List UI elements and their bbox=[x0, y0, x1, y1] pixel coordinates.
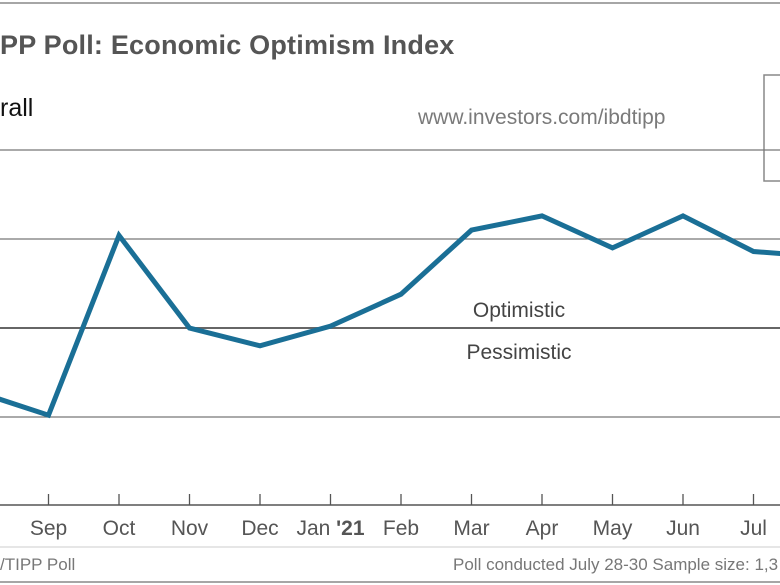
x-tick-label: Dec bbox=[241, 517, 278, 540]
x-tick-label: Jan '21 bbox=[296, 517, 364, 540]
pessimistic-label: Pessimistic bbox=[466, 341, 571, 364]
x-tick-label: Mar bbox=[453, 517, 489, 540]
x-tick-label: Sep bbox=[30, 517, 67, 540]
x-tick-label: Jun bbox=[666, 517, 700, 540]
legend-box bbox=[763, 74, 780, 182]
x-tick-label: Feb bbox=[383, 517, 419, 540]
chart-subtitle: rall bbox=[0, 94, 34, 122]
source-url: www.investors.com/ibdtipp bbox=[418, 106, 666, 129]
x-tick-label: Jul bbox=[740, 517, 767, 540]
chart-title: PP Poll: Economic Optimism Index bbox=[0, 30, 455, 60]
footer-poll-info: Poll conducted July 28-30 Sample size: 1… bbox=[453, 555, 779, 574]
footer-source: /TIPP Poll bbox=[0, 555, 76, 574]
series-line bbox=[0, 213, 780, 419]
x-tick-label: May bbox=[593, 517, 633, 540]
x-tick-label: Apr bbox=[526, 517, 559, 540]
x-tick-label: Oct bbox=[103, 517, 136, 540]
optimistic-label: Optimistic bbox=[473, 299, 565, 322]
x-tick-label: Nov bbox=[171, 517, 209, 540]
